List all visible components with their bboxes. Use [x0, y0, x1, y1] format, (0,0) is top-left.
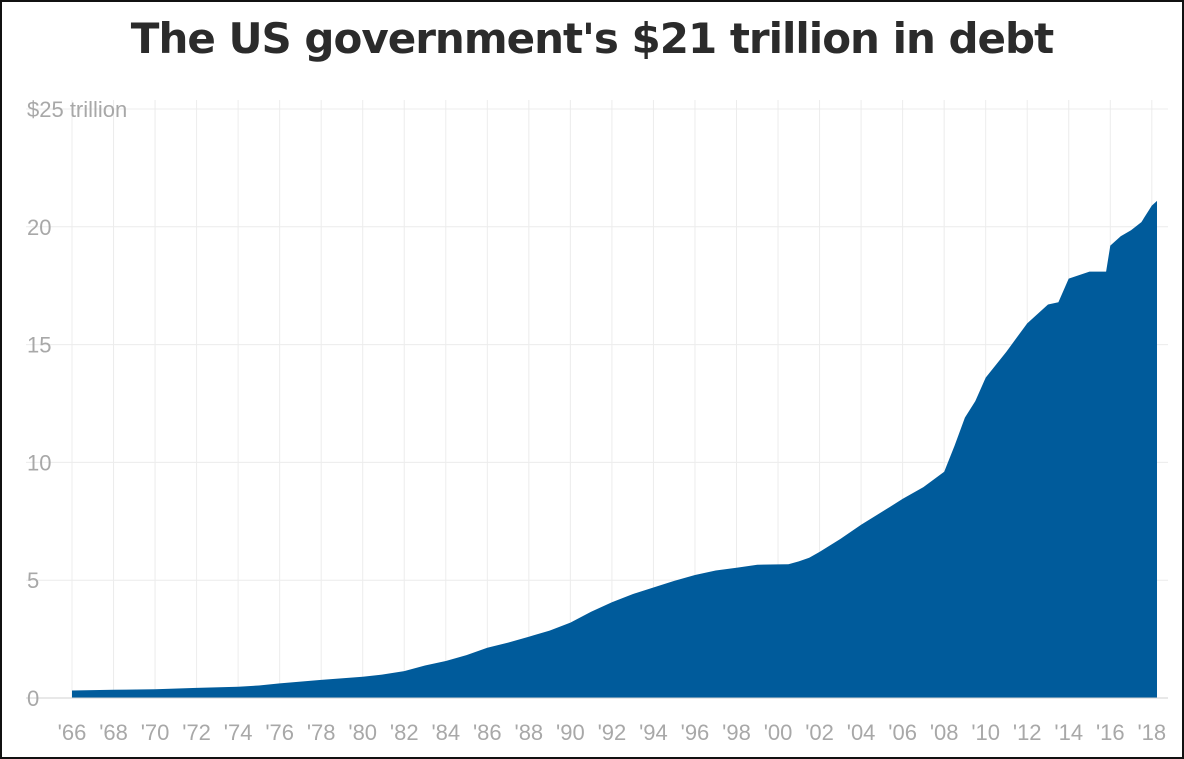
x-tick-label: '86 [473, 720, 502, 745]
x-tick-label: '14 [1054, 720, 1083, 745]
x-tick-label: '04 [847, 720, 876, 745]
x-tick-label: '90 [556, 720, 585, 745]
x-tick-label: '10 [971, 720, 1000, 745]
x-tick-label: '18 [1137, 720, 1166, 745]
x-tick-label: '88 [515, 720, 544, 745]
x-tick-label: '08 [930, 720, 959, 745]
x-tick-label: '72 [182, 720, 211, 745]
x-tick-label: '92 [598, 720, 627, 745]
y-tick-label: 20 [27, 215, 51, 240]
y-tick-label: 0 [27, 686, 39, 711]
y-tick-label: 15 [27, 333, 51, 358]
debt-area-series [72, 200, 1157, 698]
chart-title: The US government's $21 trillion in debt [130, 14, 1054, 63]
x-tick-label: '06 [888, 720, 917, 745]
y-tick-label: $25 trillion [27, 97, 127, 122]
x-tick-label: '84 [431, 720, 460, 745]
y-tick-label: 5 [27, 568, 39, 593]
y-tick-label: 10 [27, 450, 51, 475]
x-tick-label: '66 [58, 720, 87, 745]
x-tick-label: '80 [348, 720, 377, 745]
x-tick-label: '82 [390, 720, 419, 745]
x-tick-label: '70 [141, 720, 170, 745]
x-tick-label: '76 [265, 720, 294, 745]
x-tick-label: '02 [805, 720, 834, 745]
x-tick-label: '74 [224, 720, 253, 745]
x-tick-label: '98 [722, 720, 751, 745]
x-tick-label: '12 [1013, 720, 1042, 745]
x-tick-label: '96 [681, 720, 710, 745]
x-tick-label: '78 [307, 720, 336, 745]
x-tick-label: '16 [1096, 720, 1125, 745]
x-tick-label: '68 [99, 720, 128, 745]
x-tick-label: '94 [639, 720, 668, 745]
x-tick-label: '00 [764, 720, 793, 745]
